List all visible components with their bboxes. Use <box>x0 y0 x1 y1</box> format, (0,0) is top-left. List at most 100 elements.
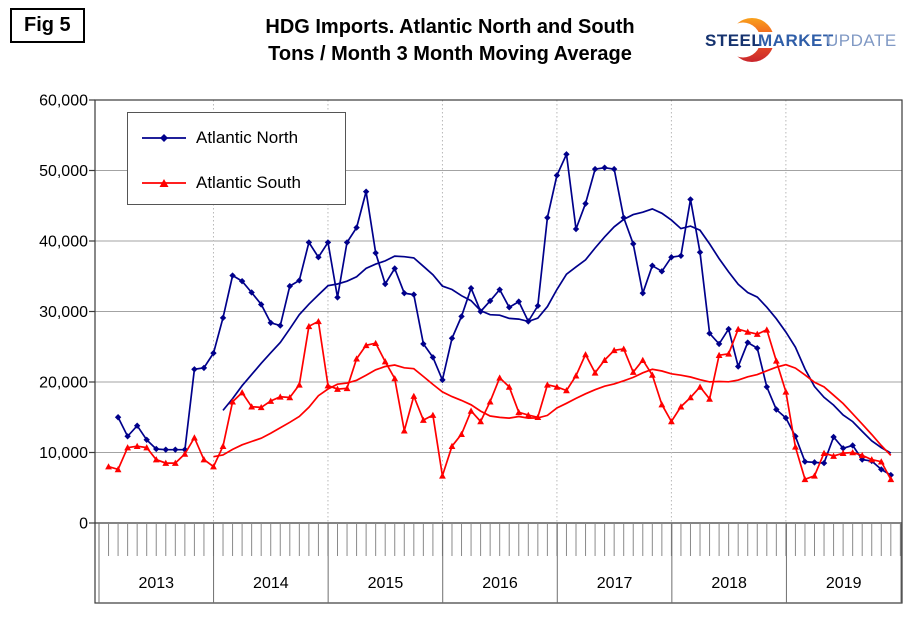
figure-number-badge: Fig 5 <box>10 8 85 43</box>
y-axis-label: 0 <box>79 516 88 533</box>
data-point-triangle <box>362 341 370 349</box>
data-point-triangle <box>496 374 504 381</box>
x-axis-year-label: 2016 <box>482 575 518 592</box>
data-point-triangle <box>572 372 580 379</box>
y-axis-label: 40,000 <box>39 234 88 251</box>
data-point-diamond <box>610 165 618 173</box>
data-point-triangle <box>410 392 418 399</box>
chart-title: HDG Imports. Atlantic North and South To… <box>215 14 685 68</box>
data-point-triangle <box>429 411 437 418</box>
data-point-diamond <box>200 364 208 372</box>
data-point-triangle <box>458 430 465 437</box>
x-axis-year-label: 2013 <box>138 575 174 592</box>
data-point-diamond <box>277 322 284 329</box>
data-point-triangle <box>715 351 723 359</box>
data-point-triangle <box>648 371 656 378</box>
data-point-triangle <box>219 442 227 449</box>
data-point-triangle <box>524 411 532 418</box>
x-axis-year-label: 2018 <box>711 575 747 592</box>
data-point-triangle <box>763 326 771 333</box>
data-point-diamond <box>763 383 770 391</box>
data-point-diamond <box>257 301 265 308</box>
legend-label-south: Atlantic South <box>196 173 301 192</box>
data-point-diamond <box>553 172 561 179</box>
data-point-diamond <box>849 442 856 449</box>
data-point-triangle <box>887 475 895 483</box>
data-point-triangle <box>162 459 170 466</box>
data-point-triangle <box>334 385 341 392</box>
data-point-diamond <box>506 304 513 311</box>
data-point-triangle <box>353 355 360 362</box>
data-point-diamond <box>382 280 389 288</box>
data-point-diamond <box>410 291 418 298</box>
legend-swatch-south <box>142 179 186 187</box>
data-point-diamond <box>839 445 847 452</box>
diamond-marker-icon <box>160 134 168 142</box>
data-point-diamond <box>458 313 465 320</box>
data-point-triangle <box>811 472 818 479</box>
data-point-diamond <box>477 308 484 315</box>
data-point-triangle <box>553 383 561 390</box>
data-point-diamond <box>801 458 809 465</box>
data-point-triangle <box>171 459 179 466</box>
data-point-diamond <box>362 188 370 195</box>
data-point-diamond <box>114 414 122 421</box>
data-point-diamond <box>725 325 732 333</box>
data-point-triangle <box>687 394 694 401</box>
data-point-triangle <box>515 408 523 416</box>
data-point-diamond <box>486 297 494 305</box>
data-point-diamond <box>286 282 293 290</box>
data-point-diamond <box>811 459 818 466</box>
data-point-diamond <box>715 340 723 348</box>
data-point-diamond <box>267 319 274 326</box>
data-point-triangle <box>305 322 313 330</box>
data-point-diamond <box>668 254 675 261</box>
data-point-triangle <box>801 475 809 483</box>
chart-legend: Atlantic North Atlantic South <box>127 112 346 205</box>
data-point-diamond <box>315 254 322 261</box>
logo-word-market: MARKET <box>758 31 834 50</box>
data-point-diamond <box>754 344 761 352</box>
logo-word-update: UPDATE <box>826 31 897 50</box>
data-point-diamond <box>572 225 580 233</box>
data-point-diamond <box>792 433 799 440</box>
data-point-diamond <box>429 354 437 361</box>
data-point-triangle <box>858 451 866 459</box>
data-point-triangle <box>257 403 265 411</box>
data-point-triangle <box>505 383 513 390</box>
data-point-triangle <box>391 375 399 382</box>
data-point-diamond <box>620 214 627 221</box>
data-point-diamond <box>630 240 637 248</box>
data-point-diamond <box>210 349 217 357</box>
data-point-triangle <box>782 388 790 395</box>
data-point-triangle <box>105 463 112 470</box>
data-point-diamond <box>496 286 503 293</box>
data-point-diamond <box>229 272 236 279</box>
data-point-triangle <box>725 350 733 357</box>
data-point-triangle <box>133 442 141 449</box>
logo-graphic: STEEL MARKET UPDATE <box>697 18 897 62</box>
data-point-triangle <box>295 381 303 388</box>
data-point-triangle <box>448 442 456 449</box>
data-point-diamond <box>830 433 837 441</box>
data-point-triangle <box>849 449 857 456</box>
data-point-diamond <box>649 262 656 269</box>
data-point-triangle <box>658 401 666 408</box>
data-point-diamond <box>324 239 332 246</box>
data-point-diamond <box>153 445 160 453</box>
data-point-diamond <box>391 265 398 272</box>
data-point-triangle <box>343 384 351 392</box>
data-point-diamond <box>334 294 341 301</box>
data-point-diamond <box>706 330 713 337</box>
data-point-diamond <box>238 277 246 285</box>
data-point-triangle <box>868 456 876 463</box>
data-point-triangle <box>534 413 542 421</box>
data-point-triangle <box>830 452 837 459</box>
data-point-diamond <box>372 249 379 257</box>
data-point-diamond <box>677 252 685 260</box>
data-point-diamond <box>162 446 169 453</box>
data-point-triangle <box>582 351 589 358</box>
crescent-icon <box>697 18 897 62</box>
data-point-diamond <box>658 268 666 275</box>
